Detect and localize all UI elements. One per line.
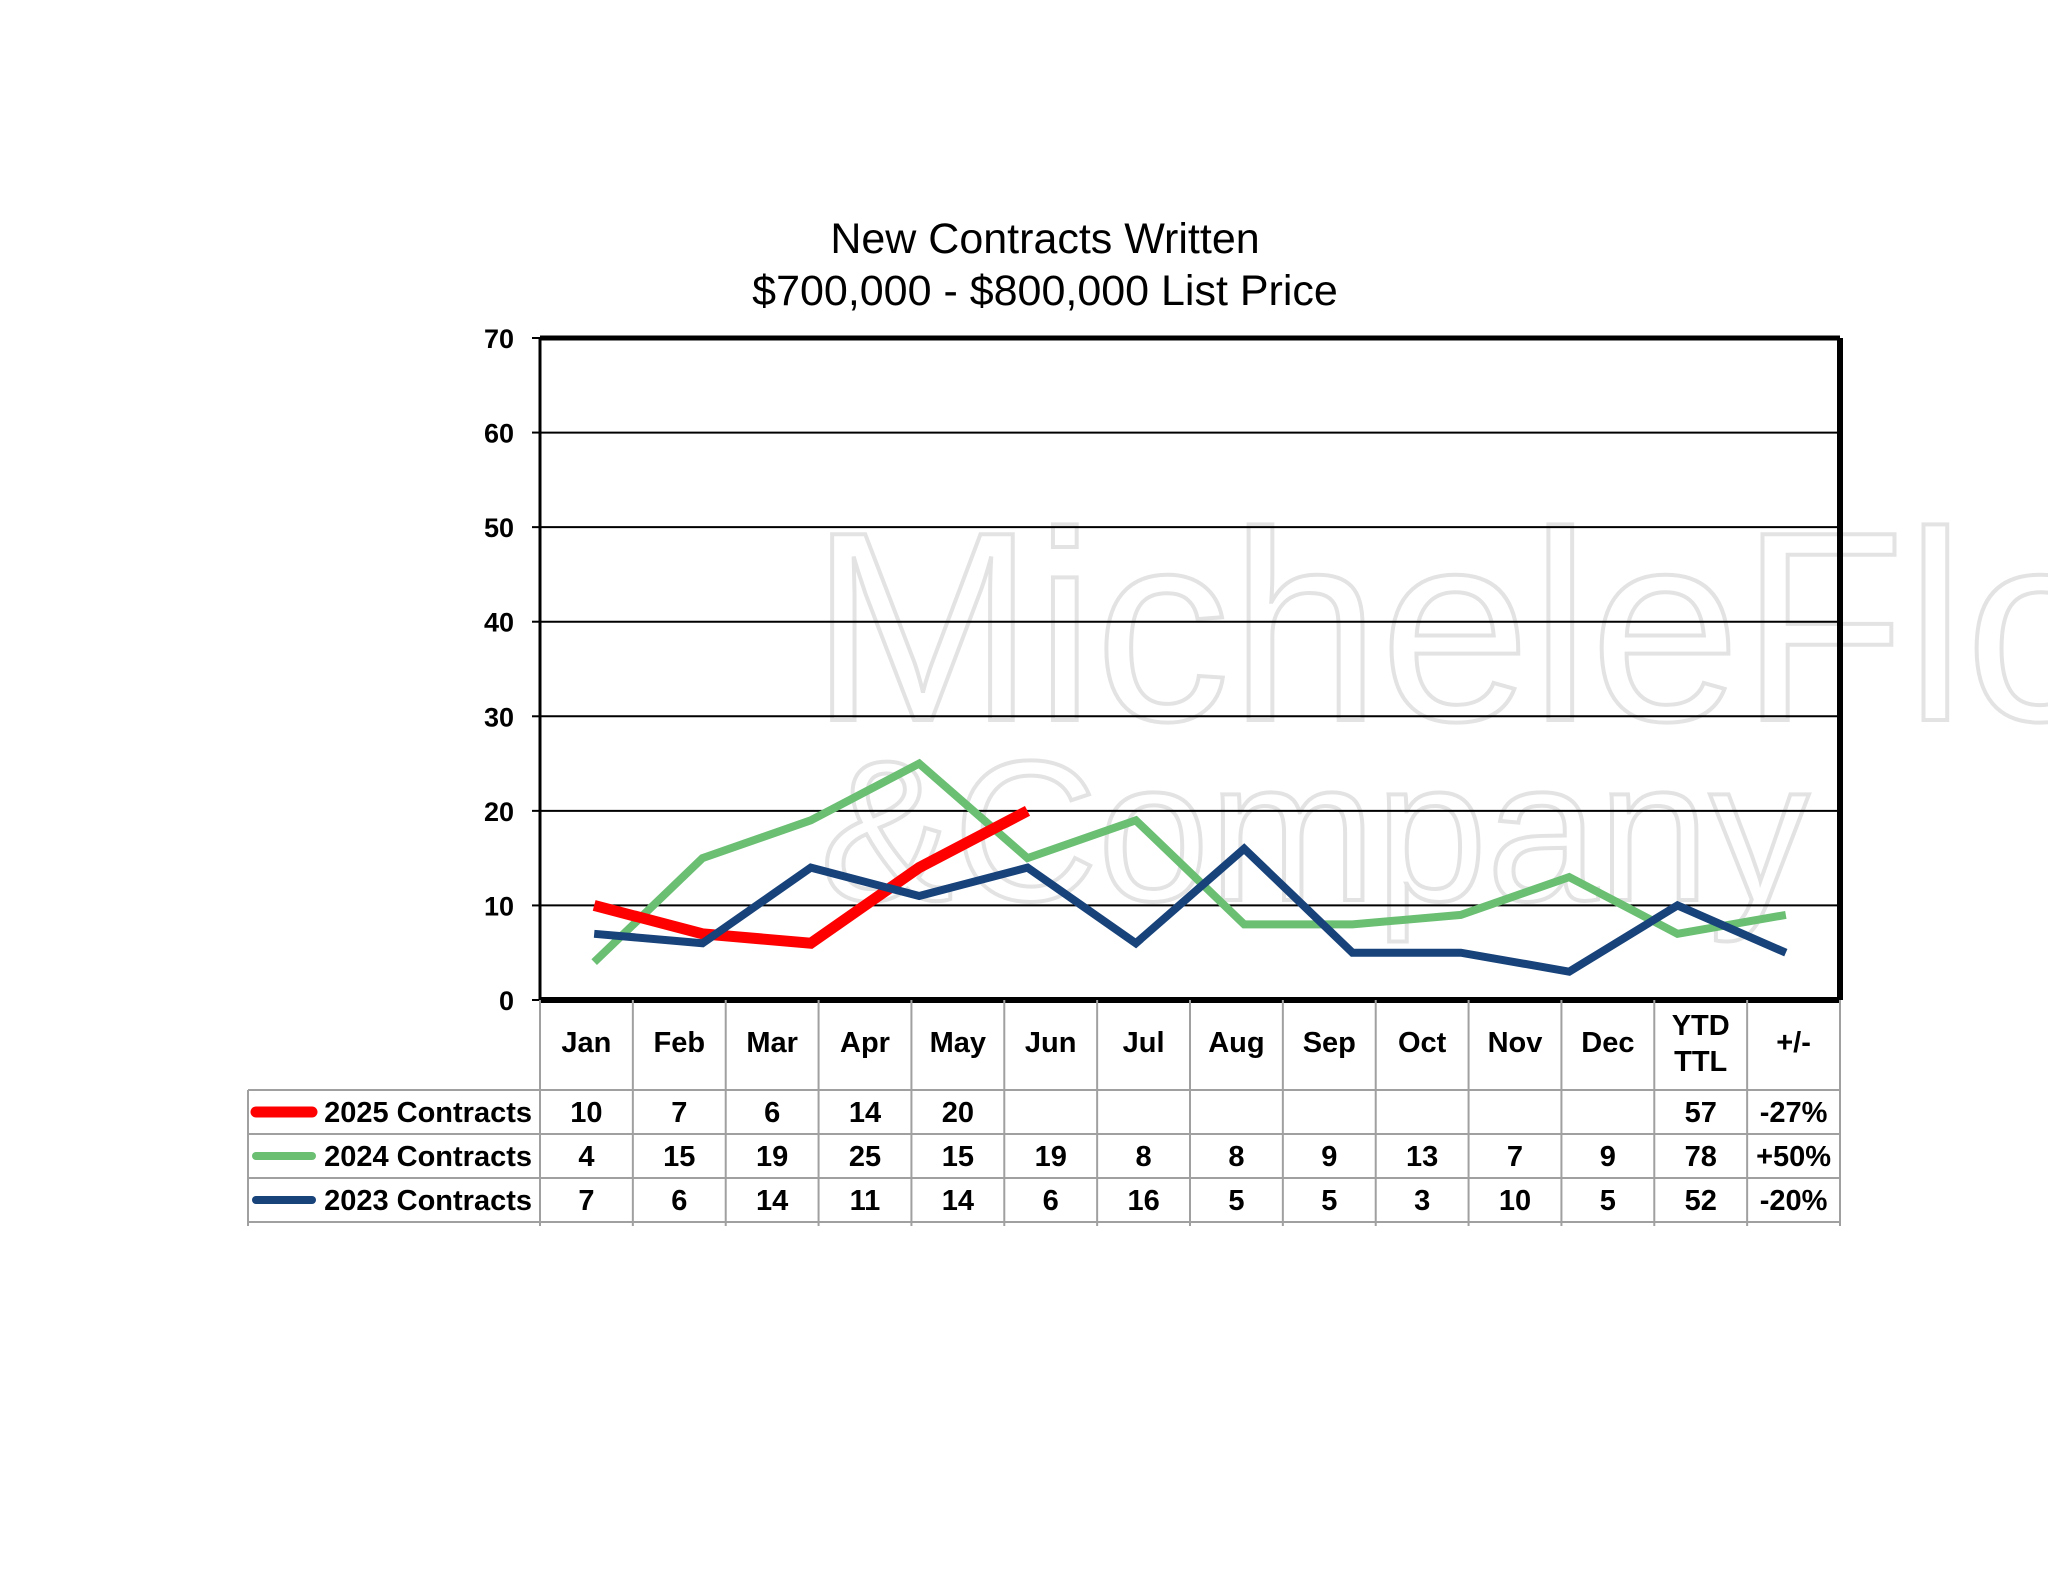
ytick-label-40: 40 [484, 608, 514, 638]
cell-2023-contracts-ytd: 52 [1685, 1185, 1717, 1217]
header-apr: Apr [840, 1027, 890, 1059]
cell-2025-contracts-feb: 7 [671, 1097, 687, 1129]
header-may: May [930, 1027, 986, 1059]
row-label-2024-contracts: 2024 Contracts [324, 1141, 532, 1173]
cell-2024-contracts-ytd: 78 [1685, 1141, 1717, 1173]
chart-title: New Contracts Written [830, 215, 1259, 263]
cell-2025-contracts-mar: 6 [764, 1097, 780, 1129]
cell-2023-contracts-jun: 6 [1043, 1185, 1059, 1217]
series-line-2024-contracts [591, 758, 1787, 966]
header-jan: Jan [561, 1027, 611, 1059]
series-line-2023-contracts [593, 843, 1788, 976]
header-mar: Mar [746, 1027, 798, 1059]
cell-2023-contracts-jul: 16 [1127, 1185, 1159, 1217]
cell-2024-contracts-may: 15 [942, 1141, 974, 1173]
cell-2024-contracts-apr: 25 [849, 1141, 881, 1173]
ytick-label-50: 50 [484, 513, 514, 543]
header-jul: Jul [1123, 1027, 1165, 1059]
header-nov: Nov [1488, 1027, 1543, 1059]
ytick-label-0: 0 [499, 986, 514, 1016]
cell-2024-contracts-jan: 4 [578, 1141, 594, 1173]
ytick-label-30: 30 [484, 702, 514, 732]
header-ytd-line1: YTD [1672, 1010, 1730, 1042]
cell-2023-contracts-may: 14 [942, 1185, 974, 1217]
cell-2024-contracts-feb: 15 [663, 1141, 695, 1173]
cell-2024-contracts-aug: 8 [1228, 1141, 1244, 1173]
cell-2023-contracts-aug: 5 [1228, 1185, 1244, 1217]
cell-2023-contracts-oct: 3 [1414, 1185, 1430, 1217]
header-oct: Oct [1398, 1027, 1447, 1059]
cell-2023-contracts-dec: 5 [1600, 1185, 1616, 1217]
cell-2023-contracts-apr: 11 [850, 1185, 881, 1217]
ytick-label-20: 20 [484, 797, 514, 827]
ytick-label-60: 60 [484, 419, 514, 449]
cell-2025-contracts-jan: 10 [570, 1097, 602, 1129]
header-ytd-line2: TTL [1674, 1046, 1727, 1078]
header-jun: Jun [1025, 1027, 1077, 1059]
cell-2024-contracts-change: +50% [1756, 1141, 1831, 1173]
cell-2023-contracts-mar: 14 [756, 1185, 788, 1217]
row-label-2023-contracts: 2023 Contracts [324, 1185, 532, 1217]
cell-2024-contracts-jun: 19 [1035, 1141, 1067, 1173]
cell-2024-contracts-mar: 19 [756, 1141, 788, 1173]
cell-2024-contracts-jul: 8 [1136, 1141, 1152, 1173]
cell-2024-contracts-dec: 9 [1600, 1141, 1616, 1173]
cell-2024-contracts-sep: 9 [1321, 1141, 1337, 1173]
cell-2024-contracts-oct: 13 [1406, 1141, 1438, 1173]
cell-2024-contracts-nov: 7 [1507, 1141, 1523, 1173]
cell-2023-contracts-nov: 10 [1499, 1185, 1531, 1217]
header-change: +/- [1776, 1027, 1811, 1059]
header-dec: Dec [1581, 1027, 1634, 1059]
cell-2023-contracts-sep: 5 [1321, 1185, 1337, 1217]
cell-2023-contracts-feb: 6 [671, 1185, 687, 1217]
cell-2023-contracts-jan: 7 [578, 1185, 594, 1217]
cell-2023-contracts-change: -20% [1760, 1185, 1828, 1217]
ytick-label-70: 70 [484, 324, 514, 354]
header-feb: Feb [654, 1027, 706, 1059]
series-line-2025-contracts [592, 805, 1031, 949]
row-label-2025-contracts: 2025 Contracts [324, 1097, 532, 1129]
ytick-label-10: 10 [484, 891, 514, 921]
cell-2025-contracts-may: 20 [942, 1097, 974, 1129]
header-sep: Sep [1303, 1027, 1356, 1059]
cell-2025-contracts-apr: 14 [849, 1097, 881, 1129]
header-aug: Aug [1208, 1027, 1264, 1059]
watermark-text-company: &Company [820, 720, 1809, 943]
cell-2025-contracts-ytd: 57 [1685, 1097, 1717, 1129]
cell-2025-contracts-change: -27% [1760, 1097, 1828, 1129]
chart-subtitle: $700,000 - $800,000 List Price [752, 267, 1338, 315]
